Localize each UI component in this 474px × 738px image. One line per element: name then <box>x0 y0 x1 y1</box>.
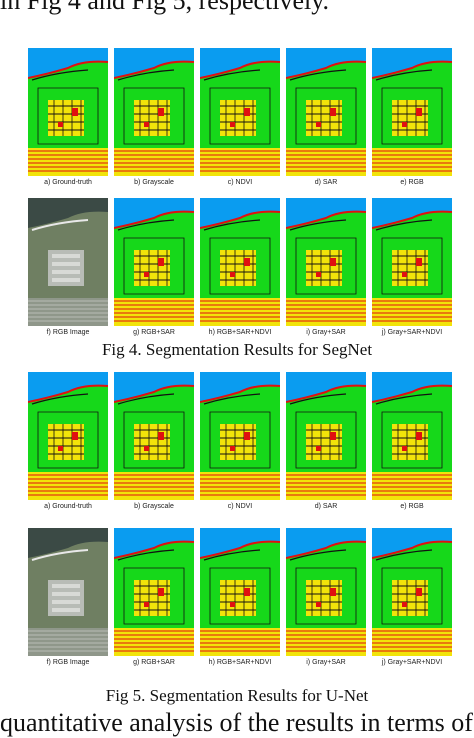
panel-label: i) Gray+SAR <box>306 659 346 666</box>
figure-5-panel-rgb-sar-ndvi: h) RGB+SAR+NDVI <box>200 528 280 666</box>
figure-5-row-2: f) RGB Image g) RGB+SAR h) RGB+SAR+NDVI … <box>28 528 452 678</box>
segmentation-map <box>200 372 280 500</box>
segmentation-map <box>286 528 366 656</box>
panel-label: c) NDVI <box>227 179 253 186</box>
body-text-bottom: quantitative analysis of the results in … <box>0 708 473 737</box>
panel-label: e) RGB <box>400 503 424 510</box>
figure-4-row-2: f) RGB Image g) RGB+SAR h) RGB+SAR+NDVI … <box>28 198 452 348</box>
figure-5-panel-rgb-sar: g) RGB+SAR <box>114 528 194 666</box>
segmentation-map <box>114 198 194 326</box>
segmentation-map <box>200 528 280 656</box>
segmentation-map <box>372 372 452 500</box>
segmentation-map <box>200 48 280 176</box>
panel-label: g) RGB+SAR <box>133 329 175 336</box>
figure-5-panel-grayscale: b) Grayscale <box>114 372 194 510</box>
body-text-top: in Fig 4 and Fig 5, respectively. <box>0 0 330 15</box>
segmentation-map <box>286 48 366 176</box>
segmentation-map <box>372 198 452 326</box>
figure-5-caption: Fig 5. Segmentation Results for U-Net <box>105 686 369 705</box>
segmentation-map <box>200 198 280 326</box>
segmentation-map <box>286 372 366 500</box>
figure-4-panel-gray-sar: i) Gray+SAR <box>286 198 366 336</box>
panel-label: e) RGB <box>400 179 424 186</box>
panel-label: d) SAR <box>314 179 338 186</box>
figure-5-panel-rgb: e) RGB <box>372 372 452 510</box>
segmentation-map <box>372 528 452 656</box>
figure-5-panel-rgb-image: f) RGB Image <box>28 528 108 666</box>
panel-label: i) Gray+SAR <box>306 329 346 336</box>
aerial-photo <box>28 198 108 326</box>
panel-label: a) Ground-truth <box>44 179 92 186</box>
figure-4-panel-rgb-image: f) RGB Image <box>28 198 108 336</box>
segmentation-map <box>114 372 194 500</box>
panel-label: h) RGB+SAR+NDVI <box>208 659 272 666</box>
figure-5-panel-gray-sar: i) Gray+SAR <box>286 528 366 666</box>
panel-label: a) Ground-truth <box>44 503 92 510</box>
panel-label: f) RGB Image <box>46 329 90 336</box>
figure-5-panel-sar: d) SAR <box>286 372 366 510</box>
figure-4-panel-sar: d) SAR <box>286 48 366 186</box>
panel-label: f) RGB Image <box>46 659 90 666</box>
figure-4-panel-ndvi: c) NDVI <box>200 48 280 186</box>
figure-5-row-1: a) Ground-truth b) Grayscale c) NDVI d) … <box>28 372 452 522</box>
figure-4-caption: Fig 4. Segmentation Results for SegNet <box>101 340 373 359</box>
figure-4-panel-rgb-sar-ndvi: h) RGB+SAR+NDVI <box>200 198 280 336</box>
panel-label: j) Gray+SAR+NDVI <box>381 659 443 666</box>
panel-label: b) Grayscale <box>134 179 174 186</box>
panel-label: h) RGB+SAR+NDVI <box>208 329 272 336</box>
segmentation-map <box>114 528 194 656</box>
segmentation-map <box>286 198 366 326</box>
panel-label: b) Grayscale <box>134 503 174 510</box>
figure-4-row-1: a) Ground-truth b) Grayscale c) NDVI d) … <box>28 48 452 198</box>
figure-5-panel-gray-sar-ndvi: j) Gray+SAR+NDVI <box>372 528 452 666</box>
segmentation-map <box>28 48 108 176</box>
segmentation-map <box>114 48 194 176</box>
aerial-photo <box>28 528 108 656</box>
figure-4-panel-rgb: e) RGB <box>372 48 452 186</box>
panel-label: c) NDVI <box>227 503 253 510</box>
panel-label: g) RGB+SAR <box>133 659 175 666</box>
figure-4-panel-rgb-sar: g) RGB+SAR <box>114 198 194 336</box>
segmentation-map <box>28 372 108 500</box>
figure-4-panel-grayscale: b) Grayscale <box>114 48 194 186</box>
panel-label: d) SAR <box>314 503 338 510</box>
panel-label: j) Gray+SAR+NDVI <box>381 329 443 336</box>
figure-4-panel-gray-sar-ndvi: j) Gray+SAR+NDVI <box>372 198 452 336</box>
figure-5-panel-ndvi: c) NDVI <box>200 372 280 510</box>
segmentation-map <box>372 48 452 176</box>
figure-4-panel-ground-truth: a) Ground-truth <box>28 48 108 186</box>
figure-5-panel-ground-truth: a) Ground-truth <box>28 372 108 510</box>
